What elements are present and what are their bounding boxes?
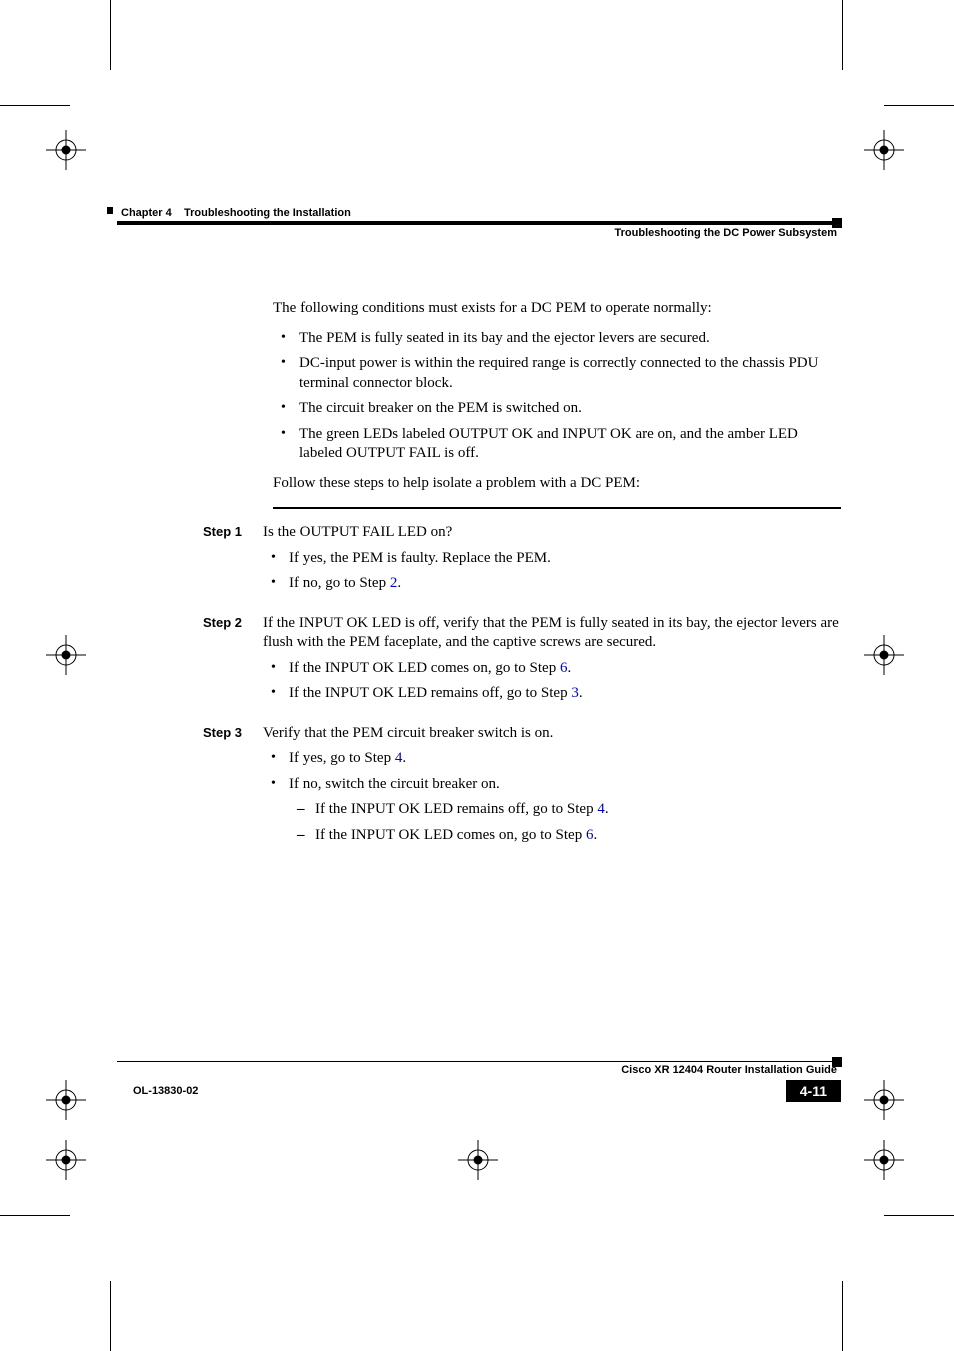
list-item: If yes, the PEM is faulty. Replace the P… — [289, 549, 841, 569]
step-bullets: If the INPUT OK LED comes on, go to Step… — [263, 659, 841, 704]
step-bullets: If yes, go to Step 4. If no, switch the c… — [263, 749, 841, 845]
registration-mark-icon — [861, 1137, 907, 1183]
step-body: Is the OUTPUT FAIL LED on? If yes, the PE… — [263, 523, 841, 604]
registration-mark-icon — [43, 632, 89, 678]
list-item: If yes, go to Step 4. — [289, 749, 841, 769]
page-footer: Cisco XR 12404 Router Installation Guide… — [117, 1061, 841, 1102]
step-row: Step 1Is the OUTPUT FAIL LED on?If yes, … — [273, 523, 841, 604]
conditions-list: The PEM is fully seated in its bay and t… — [273, 329, 841, 464]
step-row: Step 3Verify that the PEM circuit breake… — [273, 724, 841, 856]
list-item: If the INPUT OK LED comes on, go to Step… — [315, 826, 841, 846]
list-item: DC-input power is within the required ra… — [299, 354, 841, 393]
follow-text: Follow these steps to help isolate a pro… — [273, 474, 841, 494]
registration-mark-icon — [861, 127, 907, 173]
list-item: If no, switch the circuit breaker on.If … — [289, 775, 841, 846]
doc-id: OL-13830-02 — [117, 1085, 198, 1097]
step-label: Step 3 — [203, 724, 263, 856]
steps-container: Step 1Is the OUTPUT FAIL LED on?If yes, … — [273, 523, 841, 855]
header-rule — [117, 221, 841, 225]
step-bullets: If yes, the PEM is faulty. Replace the P… — [263, 549, 841, 594]
step-row: Step 2If the INPUT OK LED is off, verify… — [273, 614, 841, 714]
step-label: Step 2 — [203, 614, 263, 714]
section-title: Troubleshooting the DC Power Subsystem — [117, 227, 841, 239]
footer-rule — [117, 1061, 841, 1062]
list-item: If the INPUT OK LED remains off, go to S… — [315, 800, 841, 820]
step-body: If the INPUT OK LED is off, verify that … — [263, 614, 841, 714]
step-xref[interactable]: 4 — [597, 801, 605, 817]
running-header: Chapter 4 Troubleshooting the Installati… — [117, 207, 841, 219]
step-xref[interactable]: 4 — [395, 750, 403, 766]
step-xref[interactable]: 2 — [390, 575, 398, 591]
chapter-label: Chapter 4 — [121, 207, 172, 219]
step-text: If the INPUT OK LED is off, verify that … — [263, 614, 841, 653]
chapter-title: Troubleshooting the Installation — [184, 207, 351, 219]
step-xref[interactable]: 6 — [560, 660, 568, 676]
content-body: The following conditions must exists for… — [273, 299, 841, 855]
list-item: The circuit breaker on the PEM is switch… — [299, 399, 841, 419]
list-item: If the INPUT OK LED comes on, go to Step… — [289, 659, 841, 679]
list-item: The PEM is fully seated in its bay and t… — [299, 329, 841, 349]
sub-list: If the INPUT OK LED remains off, go to S… — [289, 800, 841, 845]
list-item: The green LEDs labeled OUTPUT OK and INP… — [299, 425, 841, 464]
step-text: Verify that the PEM circuit breaker swit… — [263, 724, 841, 744]
registration-mark-icon — [861, 1077, 907, 1123]
registration-mark-icon — [43, 127, 89, 173]
registration-mark-icon — [455, 1137, 501, 1183]
registration-mark-icon — [43, 1077, 89, 1123]
registration-mark-icon — [861, 632, 907, 678]
steps-rule — [273, 507, 841, 509]
step-label: Step 1 — [203, 523, 263, 604]
intro-text: The following conditions must exists for… — [273, 299, 841, 319]
step-xref[interactable]: 6 — [586, 827, 594, 843]
list-item: If the INPUT OK LED remains off, go to S… — [289, 684, 841, 704]
guide-title: Cisco XR 12404 Router Installation Guide — [117, 1064, 841, 1076]
step-body: Verify that the PEM circuit breaker swit… — [263, 724, 841, 856]
page-number: 4-11 — [786, 1080, 841, 1102]
list-item: If no, go to Step 2. — [289, 574, 841, 594]
page-frame: Chapter 4 Troubleshooting the Installati… — [117, 207, 841, 1102]
step-xref[interactable]: 3 — [571, 685, 579, 701]
step-text: Is the OUTPUT FAIL LED on? — [263, 523, 841, 543]
registration-mark-icon — [43, 1137, 89, 1183]
